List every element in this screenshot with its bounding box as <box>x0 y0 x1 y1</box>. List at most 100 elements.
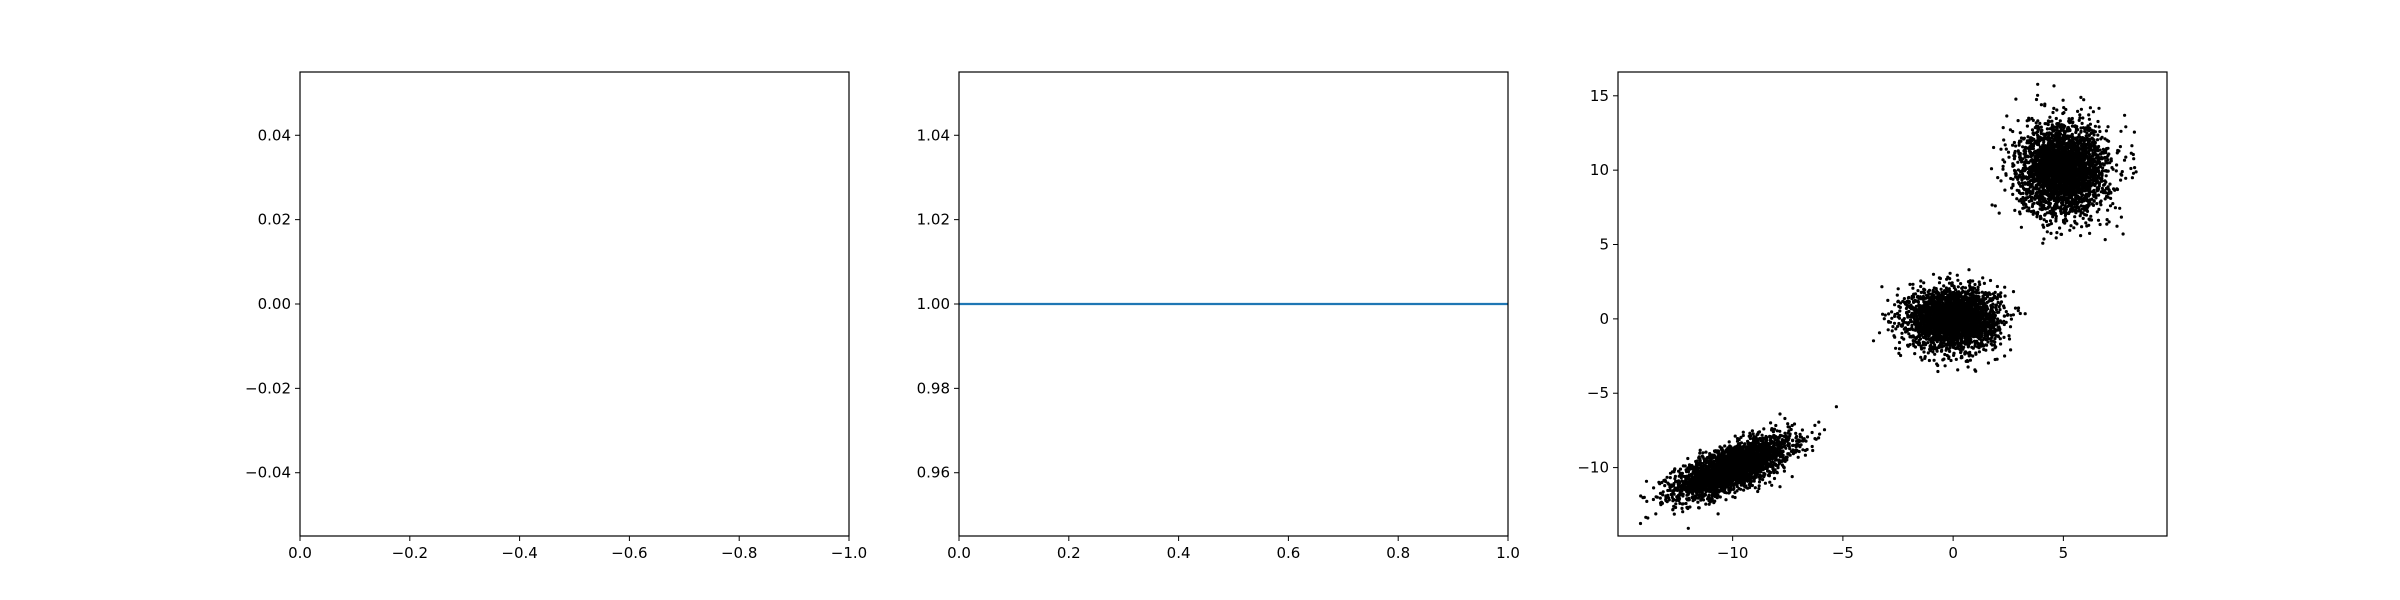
scatter-point <box>1778 485 1782 489</box>
scatter-point <box>1680 489 1684 493</box>
scatter-point <box>1672 512 1676 516</box>
y-tick-label: 0.04 <box>258 126 291 144</box>
scatter-point <box>1911 286 1915 290</box>
x-tick-label: −0.6 <box>611 544 647 562</box>
scatter-point <box>1696 483 1701 487</box>
scatter-point <box>1893 335 1897 339</box>
scatter-point <box>1746 460 1750 464</box>
scatter-point <box>1766 447 1770 451</box>
y-tick-label: 0.96 <box>917 464 950 482</box>
scatter-point <box>1756 432 1760 436</box>
scatter-point <box>1696 500 1700 504</box>
scatter-point <box>1772 476 1777 481</box>
scatter-point <box>1704 450 1708 454</box>
scatter-point <box>1786 443 1790 447</box>
scatter-point <box>1766 473 1771 477</box>
scatter-point <box>1966 365 1970 369</box>
scatter-point <box>1674 502 1678 506</box>
scatter-point <box>1791 439 1795 443</box>
scatter-point <box>1733 434 1737 438</box>
scatter-point <box>1716 456 1720 460</box>
scatter-point <box>1708 500 1712 504</box>
scatter-point <box>2023 312 2027 316</box>
scatter-point <box>1736 442 1740 446</box>
scatter-point <box>1757 430 1762 434</box>
scatter-point <box>1740 447 1745 451</box>
scatter-point <box>1911 282 1915 286</box>
scatter-point <box>1686 526 1690 530</box>
scatter-point <box>1688 505 1692 509</box>
scatter-point <box>1757 484 1761 488</box>
scatter-point <box>1658 482 1662 486</box>
scatter-point <box>1741 461 1745 465</box>
scatter-point <box>1701 451 1705 455</box>
y-tick-label: 1.02 <box>917 211 950 229</box>
scatter-point <box>1770 440 1774 445</box>
scatter-point <box>1880 285 1884 289</box>
scatter-point <box>1762 427 1766 431</box>
scatter-point <box>1652 486 1656 490</box>
scatter-point <box>1716 490 1720 494</box>
scatter-point <box>1710 469 1714 473</box>
scatter-point <box>1722 472 1726 476</box>
scatter-point <box>1654 495 1658 499</box>
scatter-point <box>1696 496 1700 500</box>
scatter-point <box>1685 505 1689 510</box>
scatter-point <box>1690 463 1694 468</box>
scatter-point <box>1776 453 1780 457</box>
scatter-point <box>1908 282 1912 286</box>
scatter-cluster-1 <box>1618 405 1838 530</box>
x-tick-label: 0.6 <box>1276 544 1300 562</box>
scatter-point <box>1913 345 1918 349</box>
scatter-point <box>1790 475 1794 479</box>
scatter-point <box>1995 284 1999 289</box>
scatter-point <box>1746 449 1750 453</box>
scatter-point <box>1776 439 1780 443</box>
scatter-point <box>1639 494 1643 498</box>
scatter-point <box>1756 465 1760 469</box>
scatter-point <box>1926 341 1930 345</box>
scatter-point <box>1776 436 1780 440</box>
scatter-cluster-2 <box>1871 268 2027 374</box>
scatter-point <box>1708 480 1712 484</box>
scatter-point <box>1778 412 1782 416</box>
scatter-point <box>1800 428 1804 432</box>
scatter-point <box>1773 456 1777 460</box>
scatter-point <box>1996 317 2000 321</box>
scatter-point <box>1740 476 1744 480</box>
scatter-point <box>1677 495 1681 499</box>
scatter-point <box>1949 358 1953 363</box>
scatter-point <box>1695 476 1699 480</box>
scatter-point <box>1710 488 1714 492</box>
scatter-point <box>1663 484 1667 488</box>
scatter-point <box>1681 464 1685 468</box>
scatter-point <box>1739 441 1744 445</box>
scatter-point <box>1681 502 1685 506</box>
scatter-point <box>1811 448 1815 453</box>
scatter-point <box>1694 471 1698 475</box>
scatter-point <box>1642 495 1646 499</box>
scatter-point <box>1810 444 1814 449</box>
scatter-point <box>1897 347 1902 351</box>
scatter-point <box>1681 480 1685 484</box>
scatter-point <box>1746 486 1750 490</box>
scatter-point <box>1887 312 1891 316</box>
scatter-point <box>1993 333 1997 337</box>
x-tick-label: −0.2 <box>392 544 428 562</box>
scatter-point <box>1750 483 1754 488</box>
scatter-point <box>1882 317 1886 321</box>
scatter-point <box>1913 352 1917 356</box>
scatter-point <box>1696 466 1700 470</box>
scatter-point <box>1761 447 1766 451</box>
x-tick-label: −0.4 <box>501 544 537 562</box>
scatter-point <box>1702 457 1706 461</box>
scatter-point <box>1749 443 1753 447</box>
scatter-point <box>1719 462 1723 466</box>
scatter-point <box>1672 492 1676 496</box>
scatter-point <box>1817 420 1821 424</box>
scatter-point <box>1747 452 1751 457</box>
scatter-point <box>1943 364 1947 368</box>
scatter-point <box>1818 432 1822 436</box>
scatter-point <box>1703 480 1707 485</box>
scatter-point <box>1725 469 1729 473</box>
